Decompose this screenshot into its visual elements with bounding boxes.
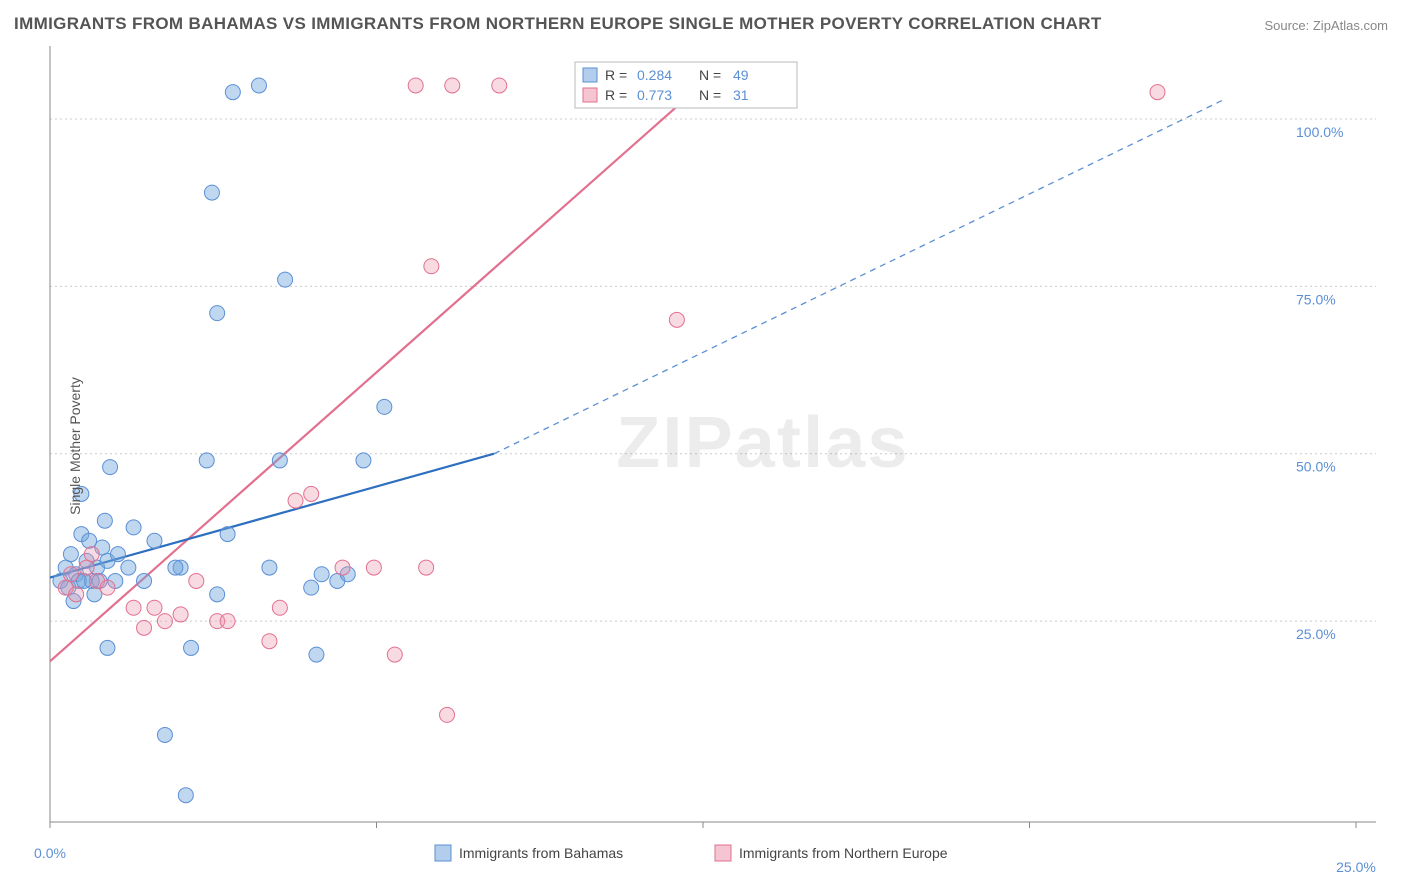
data-point bbox=[63, 547, 78, 562]
source-label: Source: ZipAtlas.com bbox=[1264, 18, 1388, 33]
data-point bbox=[63, 567, 78, 582]
data-point bbox=[366, 560, 381, 575]
data-point bbox=[137, 620, 152, 635]
legend-swatch-b bbox=[715, 845, 731, 861]
data-point bbox=[79, 560, 94, 575]
y-tick-label: 100.0% bbox=[1296, 124, 1343, 140]
data-point bbox=[100, 580, 115, 595]
legend-swatch-b bbox=[583, 88, 597, 102]
data-point bbox=[356, 453, 371, 468]
x-tick-label: 0.0% bbox=[34, 845, 66, 861]
data-point bbox=[126, 600, 141, 615]
data-point bbox=[110, 547, 125, 562]
data-point bbox=[157, 727, 172, 742]
legend-swatch-a bbox=[583, 68, 597, 82]
data-point bbox=[440, 707, 455, 722]
chart-title: IMMIGRANTS FROM BAHAMAS VS IMMIGRANTS FR… bbox=[14, 14, 1102, 34]
trend-line-b bbox=[50, 79, 708, 662]
data-point bbox=[147, 600, 162, 615]
data-point bbox=[492, 78, 507, 93]
stats-r-b: 0.773 bbox=[637, 87, 672, 103]
data-point bbox=[168, 560, 183, 575]
data-point bbox=[184, 640, 199, 655]
data-point bbox=[314, 567, 329, 582]
data-point bbox=[210, 306, 225, 321]
data-point bbox=[445, 78, 460, 93]
data-point bbox=[335, 560, 350, 575]
data-point bbox=[137, 573, 152, 588]
data-point bbox=[262, 560, 277, 575]
data-point bbox=[189, 573, 204, 588]
legend-label-a: Immigrants from Bahamas bbox=[459, 845, 623, 861]
data-point bbox=[69, 587, 84, 602]
data-point bbox=[220, 527, 235, 542]
data-point bbox=[669, 312, 684, 327]
data-point bbox=[84, 547, 99, 562]
y-tick-label: 50.0% bbox=[1296, 459, 1336, 475]
data-point bbox=[210, 587, 225, 602]
data-point bbox=[288, 493, 303, 508]
data-point bbox=[424, 259, 439, 274]
data-point bbox=[251, 78, 266, 93]
data-point bbox=[97, 513, 112, 528]
data-point bbox=[272, 453, 287, 468]
stats-n-a: 49 bbox=[733, 67, 749, 83]
stats-r-label: R = bbox=[605, 67, 627, 83]
data-point bbox=[304, 580, 319, 595]
stats-r-label: R = bbox=[605, 87, 627, 103]
data-point bbox=[387, 647, 402, 662]
data-point bbox=[178, 788, 193, 803]
data-point bbox=[272, 600, 287, 615]
data-point bbox=[262, 634, 277, 649]
chart-svg: 25.0% 50.0% 75.0% 100.0% ZIPatlas R = 0.284 N =… bbox=[0, 0, 1406, 892]
data-point bbox=[199, 453, 214, 468]
chart-container: IMMIGRANTS FROM BAHAMAS VS IMMIGRANTS FR… bbox=[0, 0, 1406, 892]
data-point bbox=[408, 78, 423, 93]
y-tick-label: 75.0% bbox=[1296, 291, 1336, 307]
stats-n-label: N = bbox=[699, 87, 721, 103]
stats-n-label: N = bbox=[699, 67, 721, 83]
data-point bbox=[157, 614, 172, 629]
watermark: ZIPatlas bbox=[616, 403, 909, 483]
data-point bbox=[147, 533, 162, 548]
legend-swatch-a bbox=[435, 845, 451, 861]
stats-r-a: 0.284 bbox=[637, 67, 672, 83]
x-tick-label: 25.0% bbox=[1336, 859, 1376, 875]
data-point bbox=[419, 560, 434, 575]
data-point bbox=[304, 486, 319, 501]
y-tick-label: 25.0% bbox=[1296, 626, 1336, 642]
data-point bbox=[1150, 85, 1165, 100]
data-point bbox=[103, 460, 118, 475]
data-point bbox=[377, 399, 392, 414]
data-point bbox=[173, 607, 188, 622]
legend-label-b: Immigrants from Northern Europe bbox=[739, 845, 948, 861]
data-point bbox=[126, 520, 141, 535]
data-point bbox=[121, 560, 136, 575]
data-point bbox=[204, 185, 219, 200]
stats-n-b: 31 bbox=[733, 87, 749, 103]
data-point bbox=[225, 85, 240, 100]
trend-line-a-extended bbox=[494, 99, 1225, 454]
data-point bbox=[309, 647, 324, 662]
data-point bbox=[100, 640, 115, 655]
data-point bbox=[220, 614, 235, 629]
data-point bbox=[278, 272, 293, 287]
y-axis-label: Single Mother Poverty bbox=[67, 377, 83, 515]
